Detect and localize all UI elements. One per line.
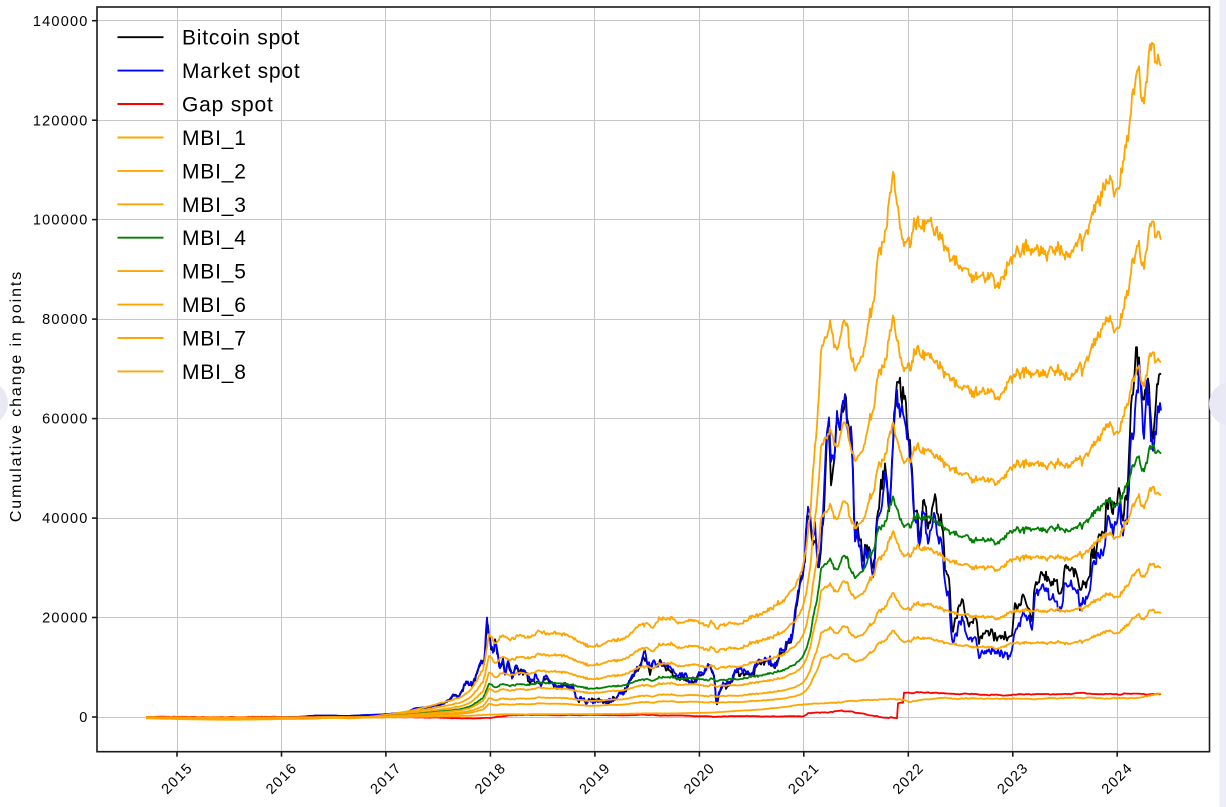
svg-text:Gap spot: Gap spot <box>182 94 274 117</box>
svg-text:120000: 120000 <box>33 113 89 129</box>
svg-text:80000: 80000 <box>42 312 88 328</box>
svg-text:Cumulative change in points: Cumulative change in points <box>8 270 25 522</box>
svg-text:Bitcoin spot: Bitcoin spot <box>182 27 300 50</box>
svg-text:MBI_8: MBI_8 <box>182 361 247 384</box>
svg-text:20000: 20000 <box>42 611 88 627</box>
svg-text:MBI_4: MBI_4 <box>182 227 247 250</box>
svg-text:0: 0 <box>79 710 88 726</box>
svg-text:60000: 60000 <box>42 412 88 428</box>
svg-text:MBI_2: MBI_2 <box>182 160 247 183</box>
svg-text:140000: 140000 <box>33 14 89 30</box>
svg-text:Market spot: Market spot <box>182 60 301 83</box>
svg-text:MBI_7: MBI_7 <box>182 328 247 351</box>
svg-text:MBI_3: MBI_3 <box>182 194 247 217</box>
svg-text:MBI_5: MBI_5 <box>182 261 247 284</box>
svg-text:MBI_1: MBI_1 <box>182 127 247 150</box>
svg-text:40000: 40000 <box>42 511 88 527</box>
svg-text:MBI_6: MBI_6 <box>182 294 247 317</box>
svg-text:100000: 100000 <box>33 213 89 229</box>
